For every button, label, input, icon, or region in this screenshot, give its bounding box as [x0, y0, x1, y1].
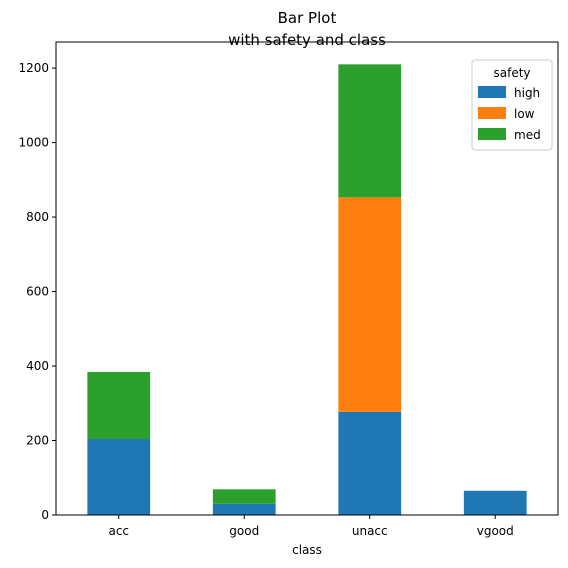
x-axis-label: class [292, 543, 322, 557]
legend-title: safety [493, 66, 530, 80]
bar-good-high [212, 503, 276, 515]
bar-acc-high [87, 439, 151, 515]
y-tick-label: 1000 [18, 136, 49, 150]
bar-unacc-low [338, 197, 402, 412]
x-tick-label-acc: acc [108, 524, 129, 538]
y-tick-label: 400 [26, 359, 49, 373]
y-tick-label: 800 [26, 210, 49, 224]
bar-unacc-high [338, 411, 402, 515]
legend-label-high: high [514, 86, 540, 100]
x-tick-label-unacc: unacc [352, 524, 388, 538]
bar-unacc-med [338, 64, 402, 198]
bars-group [87, 64, 527, 515]
legend-box [471, 59, 553, 151]
y-tick-label: 200 [26, 434, 49, 448]
legend-swatch-med [478, 128, 506, 140]
bar-good-med [212, 489, 276, 504]
legend-swatch-high [478, 86, 506, 98]
legend-label-low: low [514, 107, 535, 121]
y-axis: 0 200 400 600 800 1000 1200 [18, 61, 56, 522]
bar-acc-med [87, 371, 151, 440]
y-tick-label: 1200 [18, 61, 49, 75]
x-tick-label-vgood: vgood [477, 524, 514, 538]
y-tick-label: 0 [41, 508, 49, 522]
y-tick-label: 600 [26, 285, 49, 299]
x-tick-label-good: good [229, 524, 259, 538]
x-axis: acc good unacc vgood [108, 515, 514, 538]
bar-vgood-high [463, 490, 527, 515]
legend-items: high low med [478, 86, 541, 142]
chart-title: Bar Plot [278, 9, 337, 27]
chart-subtitle: with safety and class [228, 31, 386, 49]
legend-label-med: med [514, 128, 541, 142]
plot-frame [55, 41, 559, 516]
legend: safety high low med [471, 59, 553, 151]
legend-swatch-low [478, 107, 506, 119]
